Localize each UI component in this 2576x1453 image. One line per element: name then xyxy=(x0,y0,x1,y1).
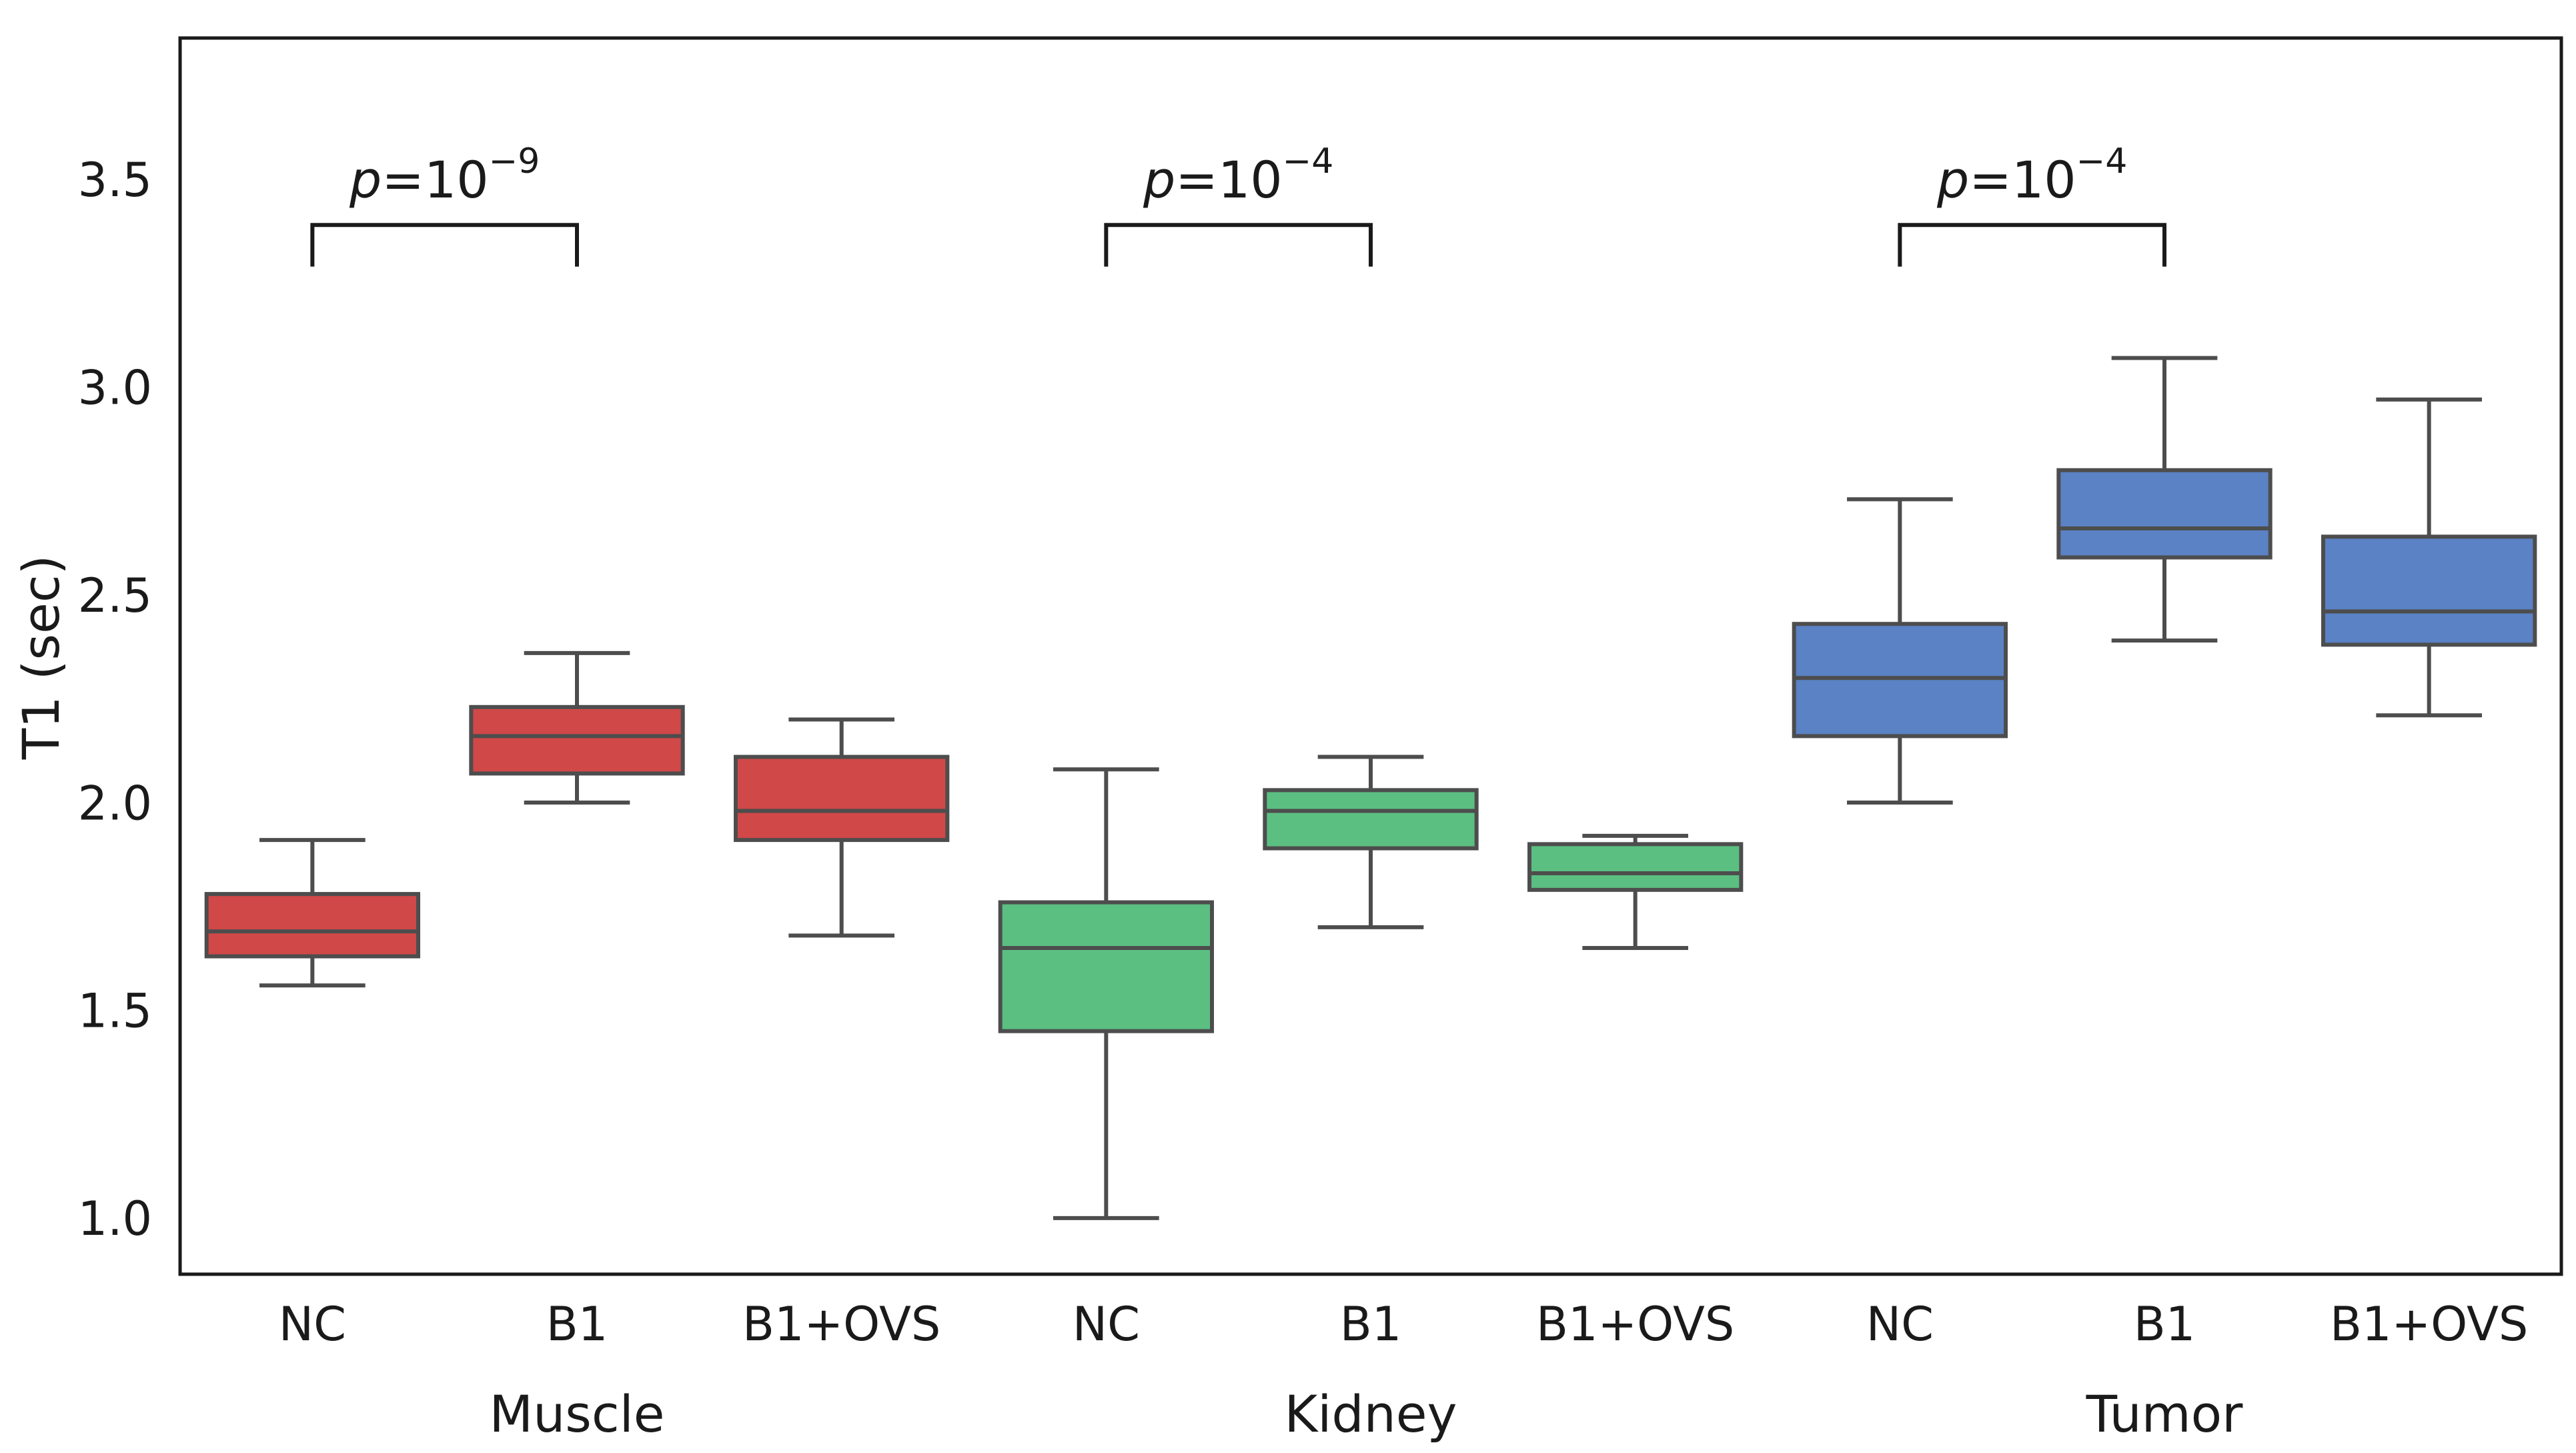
x-tick-label: NC xyxy=(1073,1297,1140,1352)
y-tick-label: 1.5 xyxy=(78,984,152,1039)
iqr-box xyxy=(1527,842,1744,892)
box-muscle-b1-ovs xyxy=(734,717,950,938)
y-tick-label: 2.0 xyxy=(78,776,152,831)
significance-bracket xyxy=(1104,223,1373,267)
x-tick-label: B1 xyxy=(546,1297,608,1352)
box-muscle-b1 xyxy=(469,650,685,805)
iqr-box xyxy=(1792,622,2008,739)
p-base: 10 xyxy=(2012,150,2076,209)
y-tick-label: 3.5 xyxy=(78,153,152,207)
box-tumor-nc xyxy=(1792,497,2008,805)
p-base: 10 xyxy=(1218,150,1283,209)
p-equals: = xyxy=(1175,150,1218,209)
x-tick-label: B1+OVS xyxy=(1536,1297,1734,1352)
y-tick-label: 1.0 xyxy=(78,1191,152,1246)
box-kidney-b1-ovs xyxy=(1527,833,1744,951)
p-value-label: p=10−4 xyxy=(1143,141,1333,209)
x-tick-label: B1+OVS xyxy=(2330,1297,2528,1352)
group-label-tumor: Tumor xyxy=(2086,1384,2244,1444)
plot-frame xyxy=(178,36,2563,1276)
p-exponent: −9 xyxy=(489,141,540,181)
p-exponent: −4 xyxy=(1283,141,1334,181)
box-kidney-b1 xyxy=(1263,755,1479,929)
y-tick-label: 2.5 xyxy=(78,568,152,623)
p-equals: = xyxy=(382,150,424,209)
x-tick-label: B1 xyxy=(1340,1297,1402,1352)
significance-bracket xyxy=(1898,223,2166,267)
p-value-label: p=10−4 xyxy=(1936,141,2127,209)
significance-bracket xyxy=(310,223,579,267)
x-tick-label: NC xyxy=(1866,1297,1934,1352)
x-tick-label: B1+OVS xyxy=(742,1297,940,1352)
y-tick-label: 3.0 xyxy=(78,360,152,415)
box-kidney-nc xyxy=(998,767,1214,1220)
box-muscle-nc xyxy=(204,838,420,988)
box-tumor-b1 xyxy=(2056,356,2273,643)
p-symbol: p xyxy=(1936,150,1969,209)
iqr-box xyxy=(469,704,685,776)
iqr-box xyxy=(204,892,420,959)
p-symbol: p xyxy=(349,150,382,209)
box-tumor-b1-ovs xyxy=(2321,397,2537,718)
p-exponent: −4 xyxy=(2076,141,2128,181)
p-value-label: p=10−9 xyxy=(349,141,540,209)
x-tick-label: NC xyxy=(279,1297,346,1352)
iqr-box xyxy=(734,755,950,843)
p-base: 10 xyxy=(424,150,489,209)
iqr-box xyxy=(998,900,1214,1033)
group-label-kidney: Kidney xyxy=(1284,1384,1457,1444)
iqr-box xyxy=(2056,468,2273,560)
box-series xyxy=(204,356,2537,1220)
group-labels: Muscle Kidney Tumor xyxy=(490,1384,2244,1444)
iqr-box xyxy=(1263,788,1479,851)
y-axis-ticks: 1.0 1.5 2.0 2.5 3.0 3.5 xyxy=(78,153,152,1246)
iqr-box xyxy=(2321,534,2537,647)
y-axis-label: T1 (sec) xyxy=(11,555,71,760)
group-label-muscle: Muscle xyxy=(490,1384,665,1444)
x-axis-tick-labels: NC B1 B1+OVS NC B1 B1+OVS NC B1 B1+OVS xyxy=(279,1297,2529,1352)
significance-brackets: p=10−9 p=10−4 p=10−4 xyxy=(310,141,2166,267)
p-equals: = xyxy=(1969,150,2012,209)
x-tick-label: B1 xyxy=(2134,1297,2196,1352)
p-symbol: p xyxy=(1143,150,1175,209)
